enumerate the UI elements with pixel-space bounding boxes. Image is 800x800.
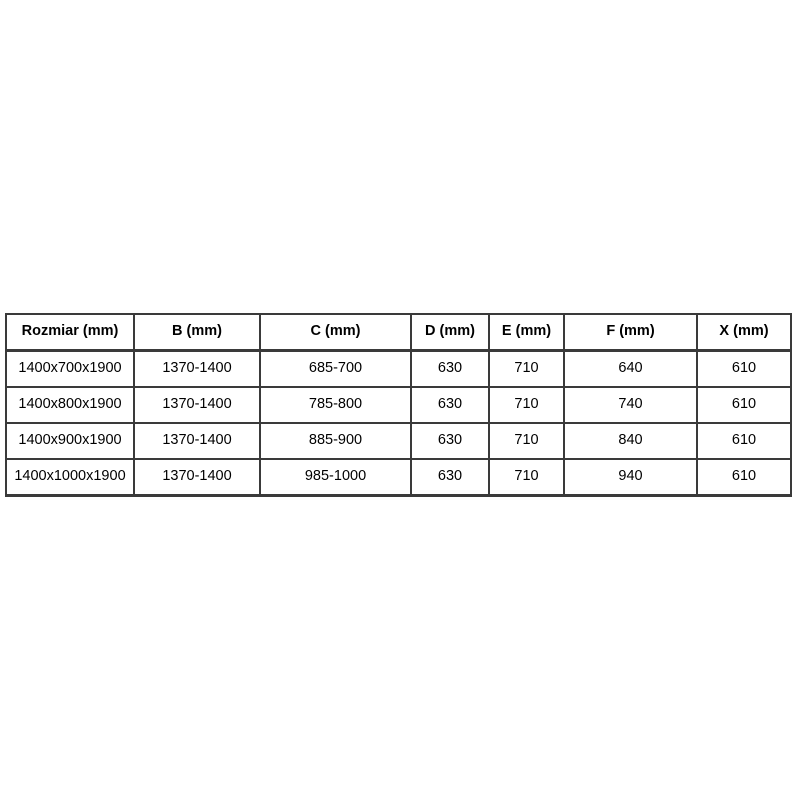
cell-f: 640 <box>564 349 698 388</box>
cell-x: 610 <box>697 349 792 388</box>
table-row: 1400x900x1900 1370-1400 885-900 630 710 … <box>5 423 792 460</box>
cell-rozmiar: 1400x1000x1900 <box>5 459 135 497</box>
cell-rozmiar: 1400x700x1900 <box>5 349 135 388</box>
dimensions-table: Rozmiar (mm) B (mm) C (mm) D (mm) E (mm)… <box>5 313 792 497</box>
cell-c: 885-900 <box>260 423 412 460</box>
table-header: Rozmiar (mm) B (mm) C (mm) D (mm) E (mm)… <box>5 313 792 352</box>
cell-d: 630 <box>411 459 490 497</box>
table-body: 1400x700x1900 1370-1400 685-700 630 710 … <box>5 349 792 497</box>
cell-x: 610 <box>697 423 792 460</box>
cell-b: 1370-1400 <box>134 459 261 497</box>
cell-e: 710 <box>489 459 565 497</box>
cell-rozmiar: 1400x800x1900 <box>5 387 135 424</box>
table-row: 1400x1000x1900 1370-1400 985-1000 630 71… <box>5 459 792 497</box>
cell-e: 710 <box>489 387 565 424</box>
cell-x: 610 <box>697 387 792 424</box>
table-row: 1400x800x1900 1370-1400 785-800 630 710 … <box>5 387 792 424</box>
cell-d: 630 <box>411 349 490 388</box>
cell-rozmiar: 1400x900x1900 <box>5 423 135 460</box>
header-row: Rozmiar (mm) B (mm) C (mm) D (mm) E (mm)… <box>5 313 792 352</box>
column-header-b: B (mm) <box>134 313 261 352</box>
column-header-f: F (mm) <box>564 313 698 352</box>
cell-f: 940 <box>564 459 698 497</box>
cell-e: 710 <box>489 423 565 460</box>
cell-x: 610 <box>697 459 792 497</box>
column-header-e: E (mm) <box>489 313 565 352</box>
cell-f: 840 <box>564 423 698 460</box>
cell-e: 710 <box>489 349 565 388</box>
cell-c: 785-800 <box>260 387 412 424</box>
column-header-rozmiar: Rozmiar (mm) <box>5 313 135 352</box>
cell-f: 740 <box>564 387 698 424</box>
column-header-c: C (mm) <box>260 313 412 352</box>
table-row: 1400x700x1900 1370-1400 685-700 630 710 … <box>5 349 792 388</box>
column-header-d: D (mm) <box>411 313 490 352</box>
cell-c: 985-1000 <box>260 459 412 497</box>
cell-d: 630 <box>411 423 490 460</box>
cell-d: 630 <box>411 387 490 424</box>
cell-c: 685-700 <box>260 349 412 388</box>
specification-table-container: Rozmiar (mm) B (mm) C (mm) D (mm) E (mm)… <box>5 313 792 497</box>
cell-b: 1370-1400 <box>134 423 261 460</box>
cell-b: 1370-1400 <box>134 349 261 388</box>
column-header-x: X (mm) <box>697 313 792 352</box>
cell-b: 1370-1400 <box>134 387 261 424</box>
